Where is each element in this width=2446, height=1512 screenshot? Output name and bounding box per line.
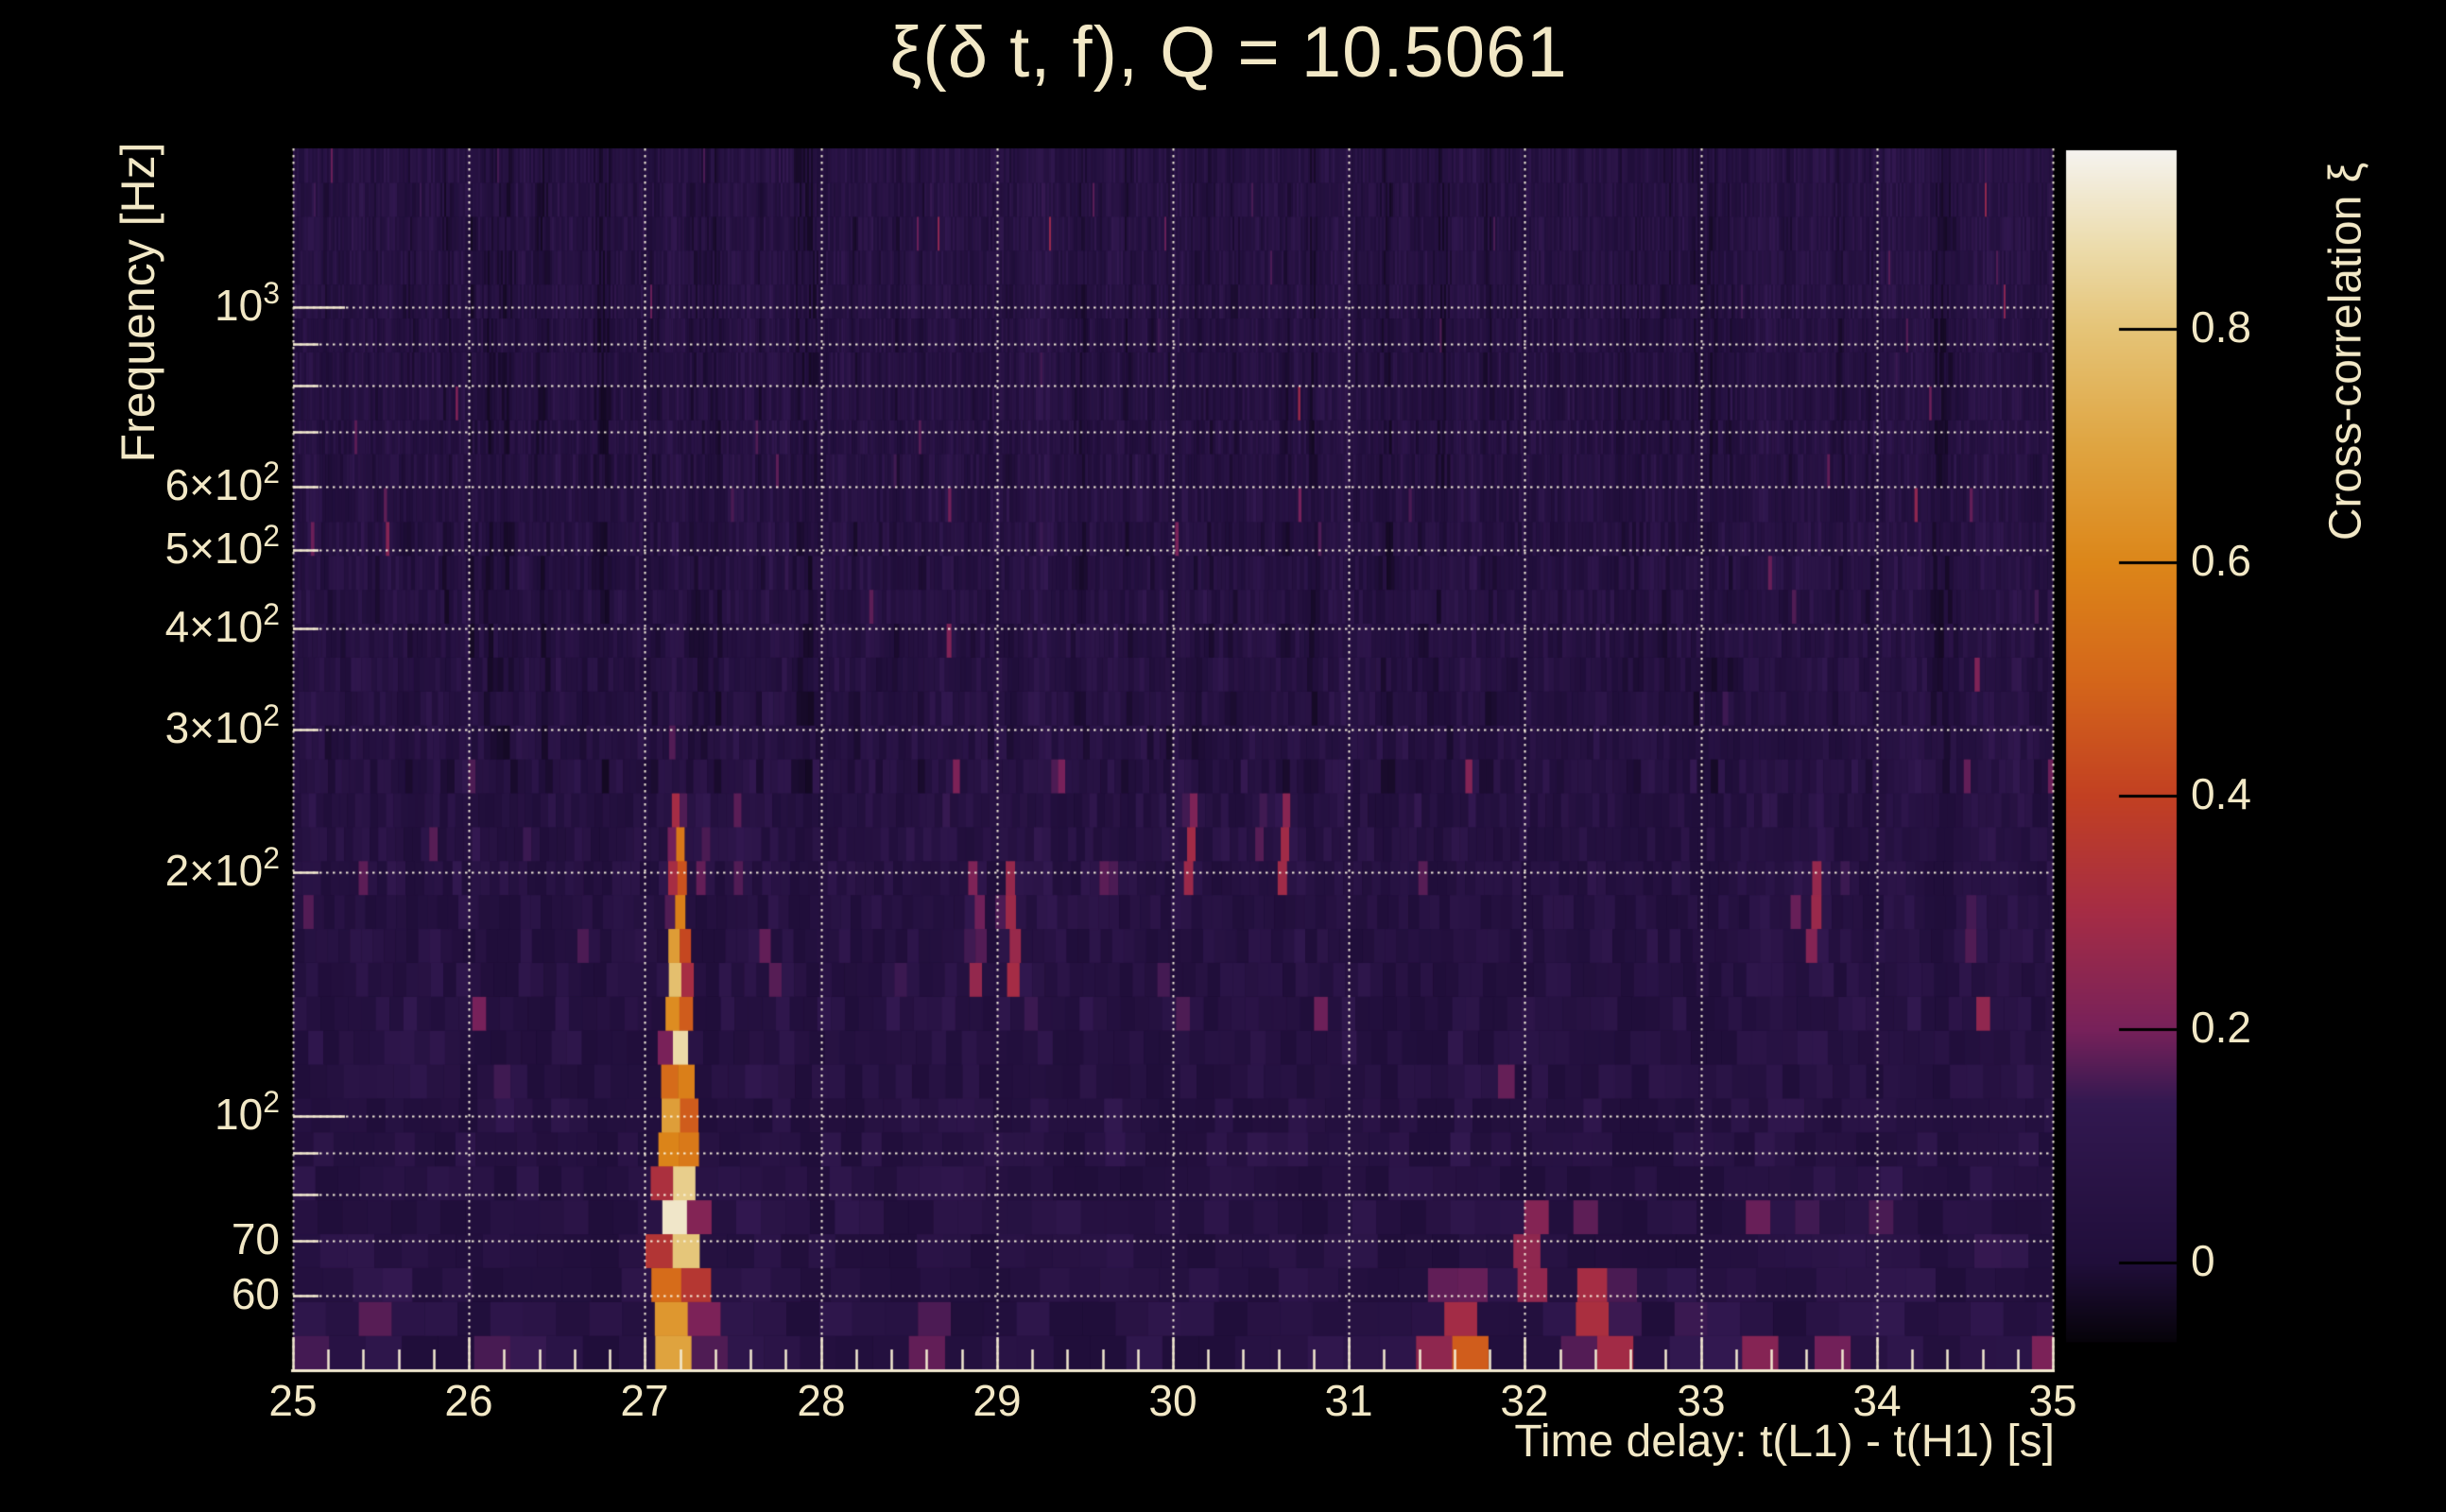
colorbar-tick-label: 0.6	[2191, 536, 2251, 585]
y-tick-label: 3×102	[164, 697, 280, 752]
y-tick-label: 4×102	[164, 596, 280, 651]
y-tick-label: 6×102	[164, 455, 280, 509]
x-tick-label: 32	[1500, 1376, 1549, 1425]
x-tick-label: 25	[268, 1376, 318, 1425]
colorbar-tick-label: 0.8	[2191, 302, 2251, 352]
x-tick-label: 28	[797, 1376, 846, 1425]
x-tick-label: 33	[1677, 1376, 1726, 1425]
y-tick-label: 70	[231, 1214, 280, 1263]
y-tick-label: 60	[231, 1269, 280, 1318]
x-tick-label: 35	[2028, 1376, 2077, 1425]
x-tick-label: 30	[1148, 1376, 1197, 1425]
colorbar-tick-label: 0.2	[2191, 1003, 2251, 1052]
y-tick-label: 2×102	[164, 840, 280, 895]
y-tick-label: 103	[215, 275, 280, 330]
x-tick-label: 31	[1324, 1376, 1373, 1425]
x-tick-label: 29	[973, 1376, 1022, 1425]
plot-title: ξ(δ t, f), Q = 10.5061	[889, 12, 1568, 93]
x-axis-title: Time delay: t(L1) - t(H1) [s]	[1514, 1417, 2055, 1467]
x-tick-label: 34	[1852, 1376, 1902, 1425]
x-tick-label: 26	[444, 1376, 493, 1425]
colorbar-tick-label: 0.4	[2191, 769, 2251, 818]
colorbar-title: Cross-correlation ξ	[2320, 162, 2371, 541]
colorbar-tick-label: 0	[2191, 1236, 2215, 1285]
y-tick-label: 102	[215, 1084, 280, 1139]
x-tick-label: 27	[620, 1376, 669, 1425]
y-tick-label: 5×102	[164, 518, 280, 573]
